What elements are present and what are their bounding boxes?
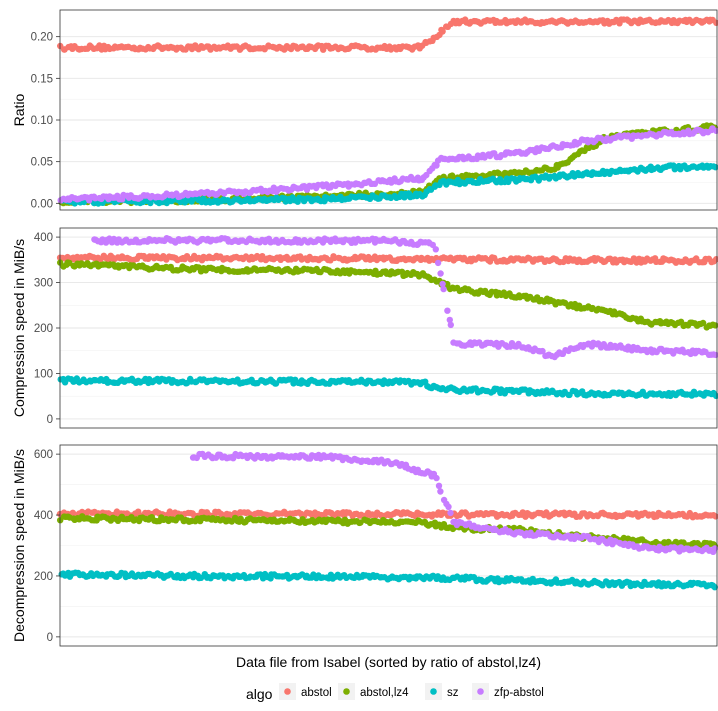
y-tick-label: 200 bbox=[34, 571, 53, 583]
legend-marker bbox=[284, 688, 291, 695]
data-point bbox=[447, 510, 453, 516]
legend-label: abstol,lz4 bbox=[360, 687, 409, 699]
panel-2: 0 100 200 300 400 Compression speed in MiB/s bbox=[11, 228, 718, 428]
y-axis-label: Compression speed in MiB/s bbox=[11, 239, 27, 417]
x-axis-label: Data file from Isabel (sorted by ratio o… bbox=[236, 654, 541, 670]
legend-title: algo bbox=[246, 686, 273, 702]
y-tick-label: 600 bbox=[34, 449, 53, 461]
legend: algo abstol abstol,lz4 sz zfp-abstol bbox=[246, 683, 544, 702]
y-axis-label: Ratio bbox=[11, 93, 27, 126]
y-tick-label: 0 bbox=[47, 632, 53, 644]
y-tick-label: 100 bbox=[34, 368, 53, 380]
data-point bbox=[444, 308, 450, 314]
y-axis-label: Decompression speed in MiB/s bbox=[11, 449, 27, 642]
y-tick-label: 0.10 bbox=[31, 115, 53, 127]
data-point bbox=[435, 260, 441, 266]
legend-marker bbox=[343, 688, 350, 695]
y-tick-label: 0.20 bbox=[31, 32, 53, 44]
data-point bbox=[448, 322, 454, 328]
panel-1: 0.00 0.05 0.10 0.15 0.20 Ratio bbox=[11, 10, 718, 210]
data-point bbox=[437, 488, 443, 494]
data-point bbox=[436, 483, 442, 489]
data-point bbox=[440, 286, 446, 292]
y-tick-label: 200 bbox=[34, 323, 53, 335]
legend-label: zfp-abstol bbox=[494, 687, 544, 699]
y-tick-label: 400 bbox=[34, 510, 53, 522]
y-tick-label: 0.05 bbox=[31, 157, 53, 169]
data-point bbox=[433, 475, 439, 481]
y-tick-label: 0 bbox=[47, 414, 53, 426]
y-tick-label: 300 bbox=[34, 278, 53, 290]
y-tick-label: 0.00 bbox=[31, 198, 53, 210]
legend-label: abstol bbox=[301, 687, 332, 699]
legend-marker bbox=[477, 688, 484, 695]
data-point bbox=[445, 504, 451, 510]
data-point bbox=[437, 270, 443, 276]
panel-3: 0 200 400 600 Decompression speed in MiB/s bbox=[11, 445, 718, 646]
legend-label: sz bbox=[447, 687, 459, 699]
legend-marker bbox=[430, 688, 437, 695]
data-point bbox=[433, 246, 439, 252]
y-tick-label: 400 bbox=[34, 232, 53, 244]
y-tick-label: 0.15 bbox=[31, 73, 53, 85]
